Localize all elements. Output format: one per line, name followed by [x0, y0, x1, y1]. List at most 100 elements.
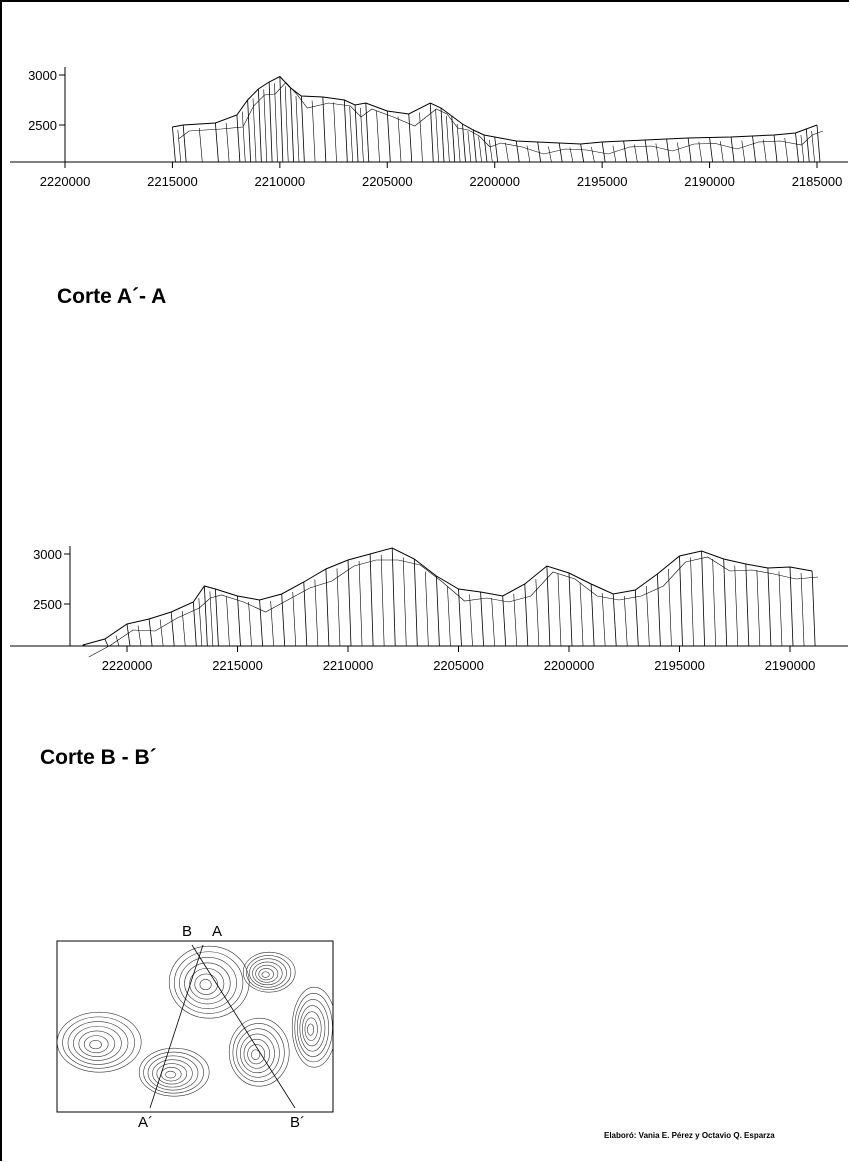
profile-rake-line	[303, 581, 308, 647]
profile-rake-line	[752, 135, 756, 163]
map-label-b: B	[182, 923, 193, 940]
profile-rake-line	[489, 139, 493, 163]
x-tick-label: 2200000	[544, 658, 595, 673]
y-tick-label: 3000	[28, 68, 57, 83]
profile-rake-line	[198, 597, 203, 647]
author-credit: Elaboró: Vania E. Pérez y Octavio Q. Esp…	[604, 1131, 775, 1140]
profile-rake-line	[349, 106, 353, 163]
profile-rake-line	[734, 565, 739, 647]
x-tick-label: 2190000	[765, 658, 816, 673]
profile-rake-line	[537, 141, 542, 163]
profile-rake-line	[436, 575, 440, 647]
profile-rake-line	[343, 99, 348, 163]
profile-rake-line	[451, 115, 456, 163]
map-label-b-prime: B´	[290, 1114, 305, 1131]
profile-rake-line	[462, 123, 466, 163]
profile-rake-line	[657, 573, 661, 647]
profile-rake-line	[505, 142, 509, 163]
profile-rake-line	[467, 130, 472, 163]
profile-rake-line	[644, 139, 649, 163]
profile-rake-line	[247, 99, 252, 163]
profile-rake-line	[263, 89, 268, 163]
profile-rake-line	[612, 593, 617, 647]
profile-rake-line	[300, 95, 305, 163]
profile-rake-line	[513, 593, 518, 647]
profile-rake-line	[159, 619, 164, 647]
x-tick-label: 2215000	[147, 174, 198, 189]
profile-rake-line	[784, 137, 789, 163]
profile-rake-line	[569, 147, 574, 163]
profile-line	[172, 75, 818, 145]
profile-rake-line	[456, 123, 461, 163]
profile-rake-line	[773, 134, 778, 163]
section-title-b: Corte B - B´	[40, 746, 157, 769]
profile-rake-line	[745, 563, 750, 647]
profile-rake-line	[591, 146, 595, 163]
profile-rake-line	[314, 579, 319, 647]
profile-rake-line	[762, 139, 767, 163]
profile-rake-line	[472, 129, 477, 163]
profile-rake-line	[215, 122, 219, 163]
profile-rake-line	[181, 610, 186, 647]
y-tick-label: 2500	[28, 118, 57, 133]
profile-rake-line	[634, 144, 638, 163]
profile-rake-line	[679, 555, 683, 647]
profile-rake-line	[590, 583, 595, 647]
profile-rake-line	[612, 145, 617, 163]
profile-rake-line	[236, 114, 241, 163]
profile-rake-line	[778, 571, 783, 647]
profile-line	[82, 547, 813, 646]
profile-rake-line	[347, 559, 352, 647]
profile-rake-line	[655, 143, 660, 163]
profile-rake-line	[284, 86, 289, 163]
profile-rake-line	[800, 134, 805, 163]
profile-rake-line	[192, 601, 197, 647]
x-tick-label: 2195000	[577, 174, 628, 189]
map-label-a-prime: A´	[138, 1114, 153, 1131]
x-tick-label: 2205000	[433, 658, 484, 673]
profile-rake-line	[698, 141, 703, 163]
profile-rake-line	[789, 566, 794, 647]
profile-rake-line	[709, 137, 713, 163]
series-0	[172, 75, 824, 163]
chart-corte-b-b: 2500 3000 2220000 2215000 2210000 2205000 2200…	[10, 546, 848, 673]
profile-rake-line	[419, 112, 423, 163]
profile-rake-line	[805, 128, 810, 163]
x-tick-label: 2195000	[654, 658, 705, 673]
map-label-a: A	[212, 923, 223, 940]
profile-line-secondary	[178, 82, 824, 155]
profile-rake-line	[252, 98, 257, 163]
x-tick-label: 2210000	[323, 658, 374, 673]
y-tick-label: 2500	[33, 597, 62, 612]
profile-rake-line	[687, 137, 692, 163]
profile-rake-line	[311, 100, 316, 163]
profile-rake-line	[526, 145, 531, 163]
profile-rake-line	[579, 582, 584, 647]
profile-rake-line	[730, 136, 735, 163]
profile-rake-line	[435, 109, 439, 163]
x-tick-label: 2215000	[212, 658, 263, 673]
profile-rake-line	[580, 143, 585, 163]
profile-rake-line	[209, 591, 214, 647]
x-tick-label: 2200000	[469, 174, 520, 189]
x-tick-label: 2190000	[684, 174, 735, 189]
profile-rake-line	[358, 560, 363, 647]
profile-rake-line	[558, 142, 563, 163]
profile-rake-line	[429, 102, 434, 163]
profile-rake-line	[811, 130, 815, 163]
profile-rake-line	[458, 588, 462, 647]
profile-rake-line	[295, 95, 300, 163]
profile-rake-line	[741, 140, 746, 163]
profile-rake-line	[502, 595, 507, 647]
profile-rake-line	[226, 596, 230, 647]
x-tick-label: 2205000	[362, 174, 413, 189]
profile-rake-line	[126, 623, 131, 647]
profile-rake-line	[767, 567, 772, 647]
profile-rake-line	[811, 570, 816, 647]
profile-rake-line	[274, 83, 278, 163]
profile-rake-line	[515, 140, 520, 163]
x-tick-label: 2210000	[255, 174, 306, 189]
profile-rake-line	[548, 146, 552, 163]
profile-rake-line	[494, 136, 499, 163]
